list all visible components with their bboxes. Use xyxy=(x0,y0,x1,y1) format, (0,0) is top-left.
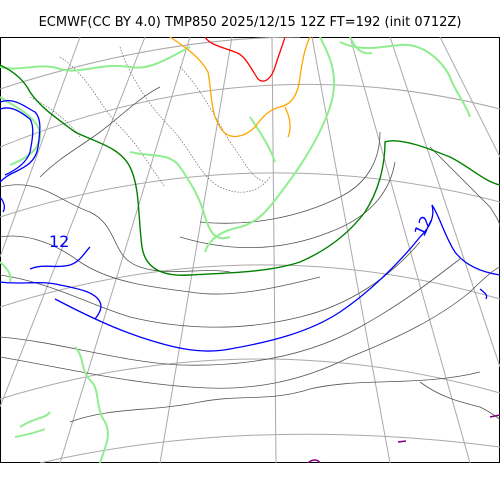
latitude-line xyxy=(0,358,500,400)
latitude-line xyxy=(0,37,301,90)
meridian-line xyxy=(159,37,233,463)
graticule xyxy=(0,37,500,463)
contour-label-left: 12 xyxy=(49,232,69,251)
tmp-band-contours xyxy=(0,37,471,463)
meridian-line xyxy=(439,37,500,158)
coastline-contours xyxy=(0,86,500,423)
latitude-line xyxy=(0,264,500,308)
isotherm-plus-18 xyxy=(307,414,500,463)
meridian-line xyxy=(59,37,191,463)
isotherm-plus-12 xyxy=(204,37,286,82)
meridian-line xyxy=(271,37,277,463)
meridian-line xyxy=(0,37,146,408)
chart-title: ECMWF(CC BY 4.0) TMP850 2025/12/15 12Z F… xyxy=(38,15,462,30)
map-frame xyxy=(0,37,500,463)
isotherm-minus-12 xyxy=(0,100,500,352)
meridian-line xyxy=(0,37,81,258)
latitude-line xyxy=(0,172,500,218)
meridian-line xyxy=(349,37,471,463)
latitude-line xyxy=(39,433,500,463)
meridian-line xyxy=(311,37,391,463)
weather-map: 12 12 xyxy=(0,37,500,463)
meridian-line xyxy=(389,37,500,368)
isotherm-0 xyxy=(0,64,500,276)
latitude-line xyxy=(0,83,500,148)
isotherm-plus-6 xyxy=(169,37,311,138)
